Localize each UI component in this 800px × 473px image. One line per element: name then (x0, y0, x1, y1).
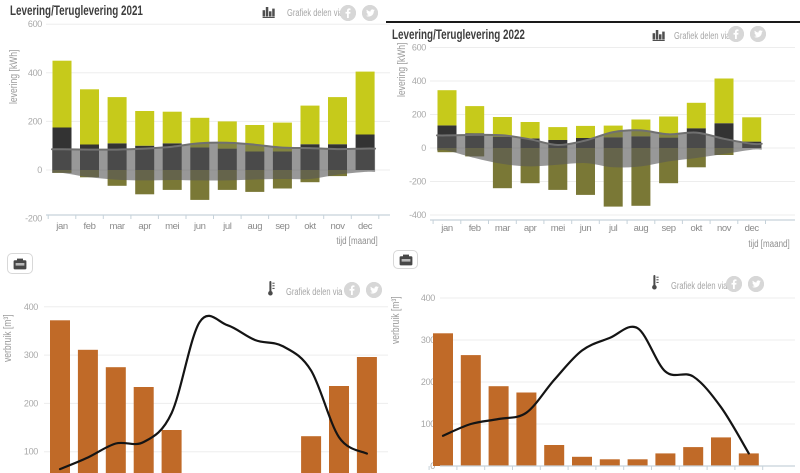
svg-text:200: 200 (412, 110, 426, 120)
twitter-share-icon[interactable] (748, 276, 764, 292)
export-chart-button[interactable] (393, 250, 418, 269)
svg-text:apr: apr (138, 221, 151, 232)
facebook-share-icon[interactable] (728, 26, 744, 42)
svg-text:feb: feb (83, 221, 95, 232)
svg-text:400: 400 (28, 68, 42, 78)
camera-icon (399, 254, 412, 265)
svg-text:0: 0 (430, 461, 435, 471)
x-axis-title: tijd [maand] (748, 239, 790, 250)
svg-text:300: 300 (421, 335, 435, 345)
svg-text:apr: apr (524, 223, 537, 234)
svg-text:200: 200 (421, 377, 435, 387)
share-label: Grafiek delen via (287, 8, 344, 19)
svg-text:nov: nov (330, 221, 345, 232)
svg-text:600: 600 (412, 43, 426, 53)
svg-text:100: 100 (421, 419, 435, 429)
facebook-share-icon[interactable] (344, 282, 360, 298)
share-label: Grafiek delen via (671, 281, 728, 292)
svg-text:feb: feb (469, 223, 481, 234)
export-chart-button[interactable] (7, 253, 33, 274)
gas-2022-chart: 400 300 200 100 0 (421, 293, 795, 471)
facebook-share-icon[interactable] (340, 5, 356, 21)
bar-chart-type-icon (652, 28, 666, 41)
svg-text:okt: okt (304, 221, 316, 232)
electricity-2021-chart: 600 400 200 0 -200 jan feb mar apr mei jun jul aug se… (25, 19, 390, 232)
svg-text:aug: aug (634, 223, 649, 234)
svg-text:300: 300 (24, 350, 38, 360)
svg-text:jan: jan (440, 223, 453, 234)
svg-text:mei: mei (551, 223, 565, 234)
thermometer-icon (651, 275, 660, 290)
svg-text:400: 400 (412, 76, 426, 86)
svg-text:aug: aug (247, 221, 262, 232)
svg-text:200: 200 (28, 116, 42, 126)
svg-text:200: 200 (24, 398, 38, 408)
svg-text:jun: jun (193, 221, 206, 232)
svg-text:sep: sep (275, 221, 289, 232)
svg-text:okt: okt (691, 223, 703, 234)
svg-text:100: 100 (24, 447, 38, 457)
svg-text:-400: -400 (409, 210, 426, 220)
share-label: Grafiek delen via (286, 287, 343, 298)
facebook-share-icon[interactable] (726, 276, 742, 292)
svg-text:-200: -200 (409, 177, 426, 187)
electricity-2022-chart: 600 400 200 0 -200 -400 jan feb mar apr mei jun jul a… (409, 43, 795, 234)
svg-text:0: 0 (37, 165, 42, 175)
gas-2021-chart: 400 300 200 100 (24, 302, 388, 473)
svg-text:dec: dec (358, 221, 373, 232)
thermometer-icon (267, 281, 276, 296)
svg-text:jun: jun (579, 223, 592, 234)
svg-text:-200: -200 (25, 214, 42, 224)
share-label: Grafiek delen via (674, 31, 731, 42)
svg-text:400: 400 (24, 302, 38, 312)
svg-text:mar: mar (110, 221, 125, 232)
chart-title-2021: Levering/Teruglevering 2021 (10, 3, 143, 18)
twitter-share-icon[interactable] (750, 26, 766, 42)
twitter-share-icon[interactable] (366, 282, 382, 298)
chart-title-2022: Levering/Teruglevering 2022 (392, 27, 525, 42)
svg-text:600: 600 (28, 19, 42, 29)
camera-icon (13, 258, 27, 269)
svg-text:0: 0 (421, 143, 426, 153)
svg-text:jul: jul (222, 221, 232, 232)
svg-text:jul: jul (608, 223, 618, 234)
bar-chart-type-icon (262, 5, 276, 18)
twitter-share-icon[interactable] (362, 5, 378, 21)
svg-text:nov: nov (717, 223, 732, 234)
svg-text:mei: mei (165, 221, 179, 232)
svg-text:mar: mar (495, 223, 510, 234)
svg-text:dec: dec (745, 223, 760, 234)
svg-text:sep: sep (662, 223, 676, 234)
svg-text:400: 400 (421, 293, 435, 303)
svg-text:jan: jan (55, 221, 68, 232)
panel-top-border (386, 21, 800, 23)
x-axis-title: tijd [maand] (336, 236, 378, 247)
